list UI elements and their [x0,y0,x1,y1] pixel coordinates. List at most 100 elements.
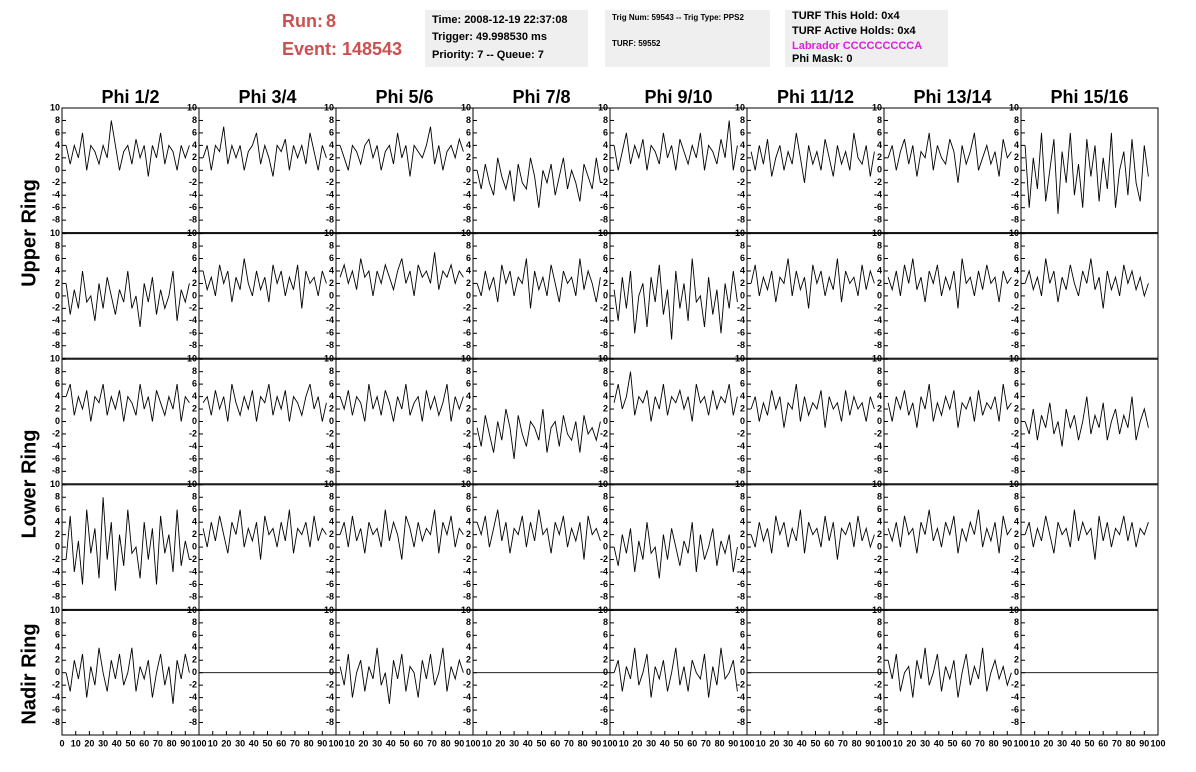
waveform [1024,396,1149,447]
y-tick-label: -2 [737,680,745,690]
waveform [65,120,190,177]
y-tick-label: 8 [877,366,882,376]
y-tick-label: 0 [740,416,745,426]
x-tick-label: 50 [125,738,135,748]
x-tick-label: 80 [441,738,451,748]
y-tick-label: -8 [52,591,60,601]
y-tick-label: -4 [600,566,608,576]
y-tick-label: 4 [740,517,745,527]
y-tick-label: -8 [874,591,882,601]
y-tick-label: 10 [324,605,334,615]
y-tick-label: 10 [872,479,882,489]
x-tick-label: 20 [84,738,94,748]
y-tick-label: -6 [326,202,334,212]
y-tick-label: 6 [877,253,882,263]
y-tick-label: -8 [1011,340,1019,350]
x-tick-label: 90 [591,738,601,748]
x-tick-label: 30 [1057,738,1067,748]
y-tick-label: -2 [189,177,197,187]
y-tick-label: -2 [189,428,197,438]
y-tick-label: 8 [192,240,197,250]
y-tick-label: 8 [55,115,60,125]
y-tick-label: 2 [192,655,197,665]
y-tick-label: 2 [740,655,745,665]
y-tick-label: 2 [329,152,334,162]
x-tick-label: 10 [893,738,903,748]
y-tick-label: 2 [55,152,60,162]
x-tick-label: 10 [482,738,492,748]
y-tick-label: -2 [737,303,745,313]
y-tick-label: -4 [1011,441,1019,451]
x-tick-label: 40 [934,738,944,748]
y-tick-label: 0 [1014,416,1019,426]
x-tick-label: 10 [619,738,629,748]
column-title: Phi 11/12 [777,87,854,107]
y-tick-label: -4 [52,315,60,325]
y-tick-label: -2 [1011,554,1019,564]
y-tick-label: -2 [600,303,608,313]
y-tick-label: 4 [466,517,471,527]
x-tick-label: 90 [1139,738,1149,748]
y-tick-label: -2 [737,554,745,564]
y-tick-label: 4 [740,140,745,150]
x-tick-label: 60 [139,738,149,748]
y-tick-label: -8 [52,717,60,727]
y-tick-label: -8 [874,466,882,476]
y-tick-label: 10 [187,605,197,615]
y-tick-label: 4 [55,642,60,652]
x-tick-label: 50 [810,738,820,748]
y-tick-label: -4 [52,441,60,451]
y-tick-label: 8 [466,492,471,502]
x-tick-label: 40 [523,738,533,748]
y-tick-label: -2 [189,680,197,690]
y-tick-label: 6 [55,630,60,640]
y-tick-label: 0 [466,416,471,426]
y-tick-label: 4 [603,517,608,527]
y-tick-label: 4 [1014,391,1019,401]
y-tick-label: -6 [52,202,60,212]
y-tick-label: -2 [326,554,334,564]
y-tick-label: -2 [463,303,471,313]
x-tick-label: 80 [852,738,862,748]
y-tick-label: 8 [329,240,334,250]
y-tick-label: -4 [874,692,882,702]
y-tick-label: -6 [600,202,608,212]
y-tick-label: 8 [1014,366,1019,376]
y-tick-label: -6 [737,453,745,463]
y-tick-label: 8 [192,115,197,125]
y-tick-label: 8 [192,617,197,627]
y-tick-label: -4 [737,315,745,325]
x-tick-label: 90 [180,738,190,748]
waveform [887,509,1012,554]
x-tick-label: 100 [1150,738,1165,748]
waveform [1024,258,1149,309]
y-tick-label: 8 [877,240,882,250]
x-tick-label: 70 [701,738,711,748]
y-tick-label: 10 [461,479,471,489]
y-tick-label: -2 [737,428,745,438]
x-tick-label: 10 [71,738,81,748]
info-text: TURF: 59552 [612,39,661,48]
y-tick-label: -4 [463,190,471,200]
y-tick-label: 0 [466,290,471,300]
waveform [339,384,464,422]
y-tick-label: 6 [192,630,197,640]
waveform [887,258,1012,309]
y-tick-label: -8 [463,591,471,601]
y-tick-label: -8 [1011,466,1019,476]
y-tick-label: 0 [466,667,471,677]
y-tick-label: 10 [187,354,197,364]
y-tick-label: 2 [877,278,882,288]
y-tick-label: 0 [192,416,197,426]
waveform [339,509,464,560]
y-tick-label: -6 [1011,202,1019,212]
y-tick-label: -2 [874,428,882,438]
y-tick-label: -4 [1011,566,1019,576]
y-tick-label: 10 [735,605,745,615]
y-tick-label: 0 [329,667,334,677]
y-tick-label: 8 [192,492,197,502]
y-tick-label: -2 [1011,303,1019,313]
y-tick-label: 6 [329,504,334,514]
y-tick-label: 6 [55,378,60,388]
y-tick-label: 2 [1014,152,1019,162]
